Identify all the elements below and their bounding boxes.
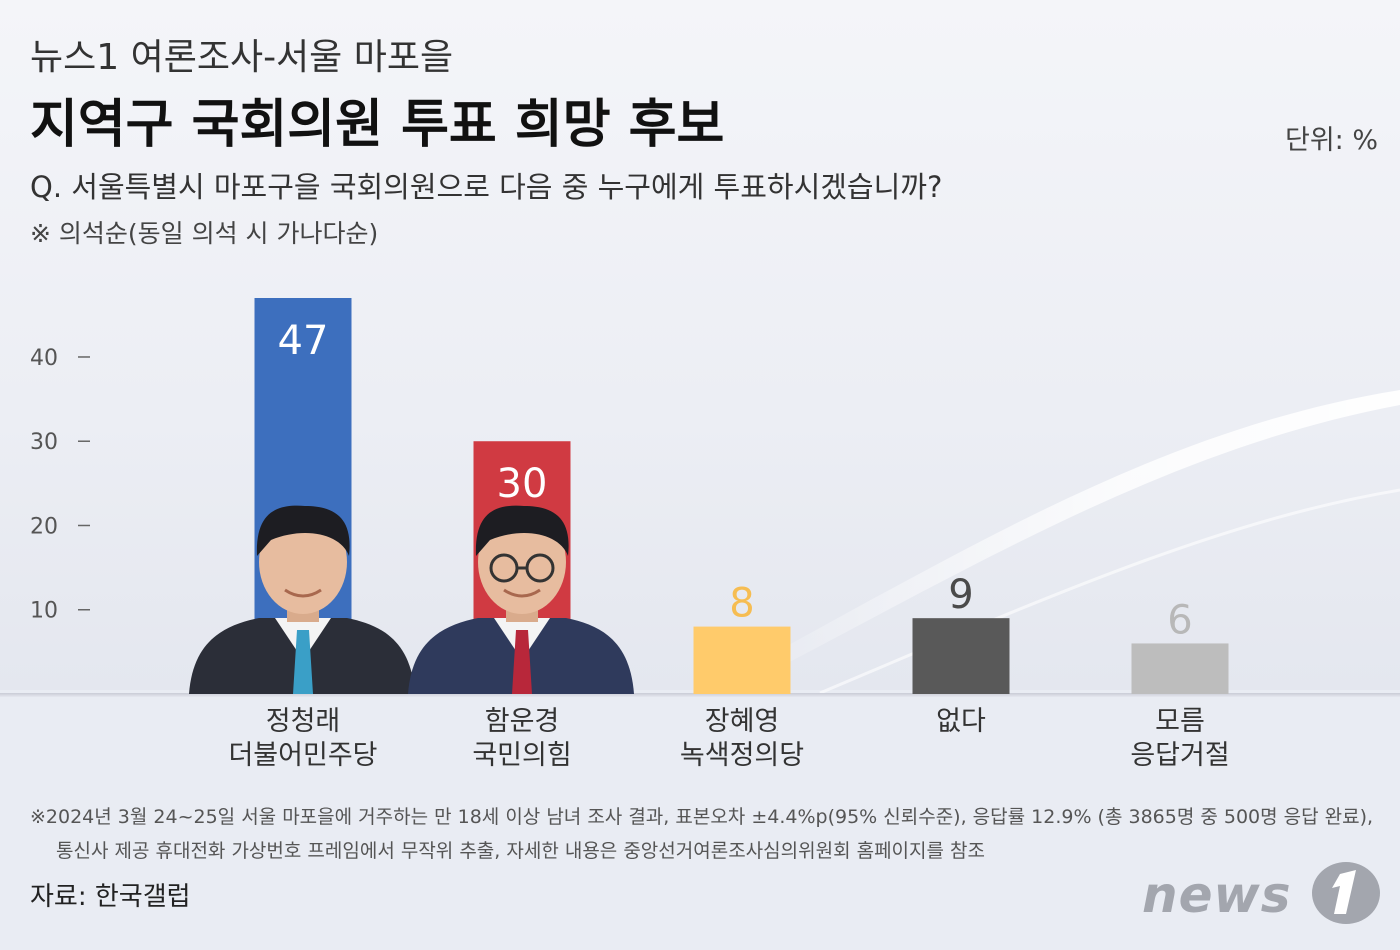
y-tick-label: 10 <box>30 599 58 624</box>
x-tick-label: 함운경 <box>485 706 560 737</box>
baseline <box>0 693 1400 697</box>
data-label: 30 <box>497 461 548 507</box>
chart-background <box>0 0 1400 690</box>
x-tick-label: 응답거절 <box>1130 740 1229 771</box>
x-tick-label: 국민의힘 <box>472 740 571 771</box>
footnote: ※2024년 3월 24~25일 서울 마포을에 거주하는 만 18세 이상 남… <box>30 800 1373 868</box>
bar <box>912 618 1010 694</box>
logo-text: news <box>1142 866 1292 924</box>
y-tick-label: 40 <box>30 346 58 371</box>
footnote-line-2: 통신사 제공 휴대전화 가상번호 프레임에서 무작위 추출, 자세한 내용은 중… <box>56 840 985 862</box>
x-tick-label: 장혜영 <box>705 706 780 737</box>
chart-title: 지역구 국회의원 투표 희망 후보 <box>30 95 725 155</box>
data-label: 6 <box>1167 597 1192 643</box>
survey-question: Q. 서울특별시 마포구을 국회의원으로 다음 중 누구에게 투표하시겠습니까? <box>30 170 943 204</box>
x-tick-label: 더불어민주당 <box>228 740 377 771</box>
x-tick-label: 정청래 <box>266 706 341 737</box>
data-label: 8 <box>729 581 754 627</box>
ordering-note: ※ 의석순(동일 의석 시 가나다순) <box>30 219 379 248</box>
unit-label: 단위: % <box>1284 125 1378 156</box>
bar <box>693 626 791 694</box>
y-tick-label: 30 <box>30 430 58 455</box>
x-tick-label: 없다 <box>936 706 986 737</box>
source-label: 자료: 한국갤럽 <box>30 882 191 912</box>
candidate-photo <box>408 505 634 694</box>
x-tick-label: 모름 <box>1155 706 1205 737</box>
chart-subtitle: 뉴스1 여론조사-서울 마포을 <box>30 37 454 78</box>
candidate-photo <box>189 505 415 694</box>
x-tick-label: 녹색정의당 <box>680 740 804 771</box>
footnote-line-1: ※2024년 3월 24~25일 서울 마포을에 거주하는 만 18세 이상 남… <box>30 806 1374 828</box>
y-tick-label: 20 <box>30 514 58 539</box>
data-label: 9 <box>948 572 973 618</box>
data-label: 47 <box>278 318 329 364</box>
bar <box>1131 643 1229 694</box>
news1-logo: news <box>1142 860 1382 930</box>
logo-one-mark <box>1312 862 1380 924</box>
